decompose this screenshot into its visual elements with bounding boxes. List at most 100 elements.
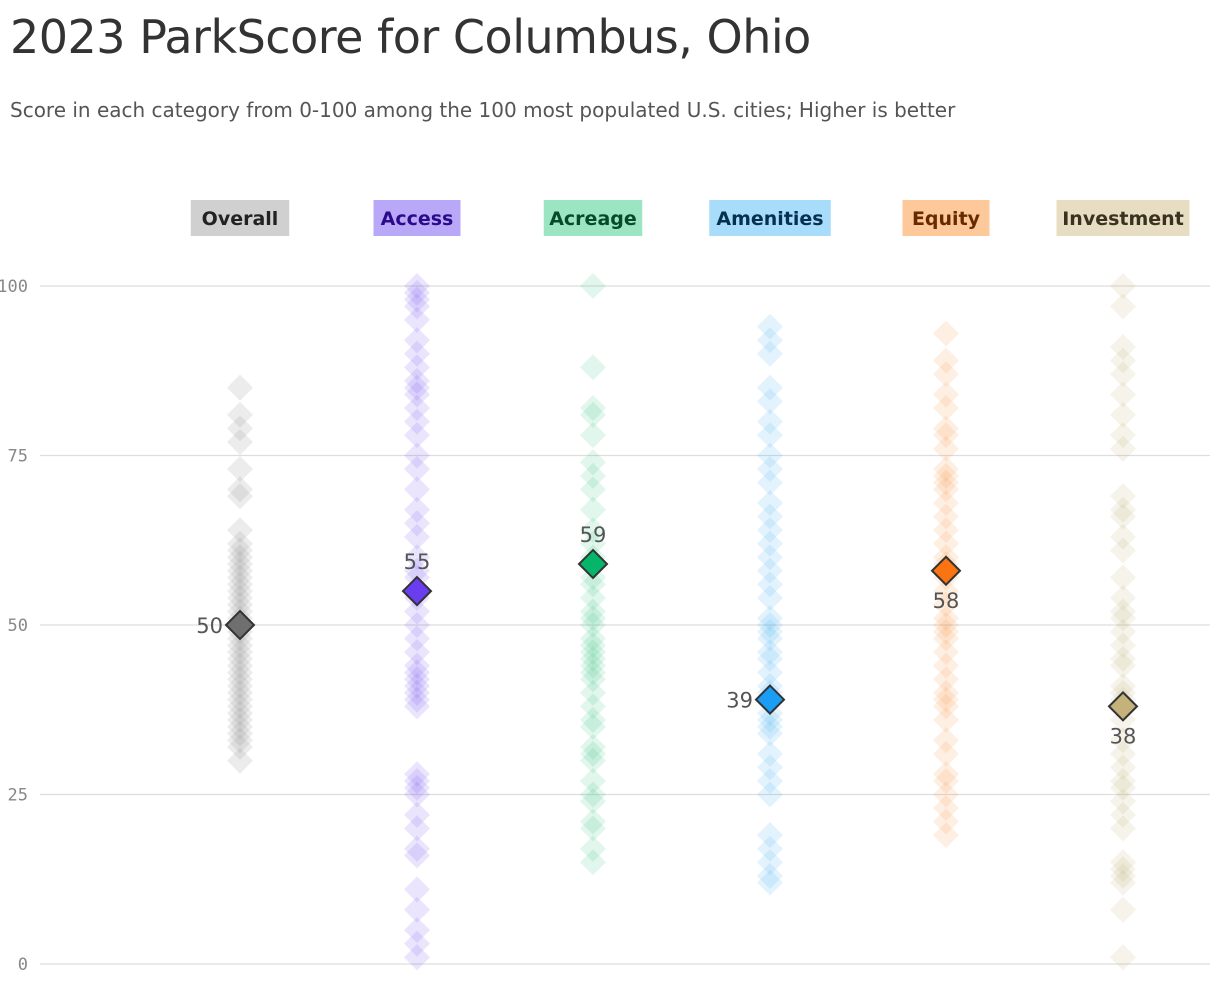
city-point	[757, 557, 783, 584]
city-point	[580, 273, 606, 299]
city-point	[757, 862, 783, 889]
city-point	[227, 476, 253, 503]
category-headers: Overall Access Acreage Amenities Equity Inves…	[190, 200, 1190, 236]
city-point	[404, 286, 430, 313]
city-point	[227, 564, 253, 591]
city-point	[1110, 815, 1136, 842]
city-point	[757, 713, 783, 740]
city-point	[933, 706, 959, 733]
city-point	[1110, 584, 1136, 611]
city-point	[757, 422, 783, 449]
city-point	[580, 835, 606, 862]
city-point	[580, 734, 606, 761]
city-point	[227, 428, 253, 455]
city-point	[933, 666, 959, 693]
city-point	[933, 795, 959, 822]
city-point	[580, 706, 606, 733]
city-point	[580, 781, 606, 808]
category-label: Equity	[912, 208, 981, 230]
city-point	[227, 530, 253, 557]
city-point	[933, 578, 959, 605]
city-point	[227, 645, 253, 672]
city-point	[1110, 896, 1136, 923]
columbus-value-label: 58	[933, 589, 960, 613]
city-point	[1110, 381, 1136, 408]
city-point	[404, 639, 430, 666]
y-axis-ticks: 0 25 50 75 100	[0, 277, 28, 975]
city-point	[404, 781, 430, 808]
city-point	[227, 706, 253, 733]
city-point	[933, 489, 959, 516]
city-point	[227, 415, 253, 442]
city-point	[404, 679, 430, 706]
city-point	[1110, 740, 1136, 767]
city-point	[1110, 652, 1136, 679]
city-point	[1110, 645, 1136, 672]
category-label-bg	[709, 200, 831, 236]
city-point	[933, 462, 959, 489]
city-point	[580, 632, 606, 659]
gridlines	[40, 285, 1210, 965]
category-label-bg	[543, 200, 643, 236]
city-point	[1110, 293, 1136, 320]
city-point	[227, 734, 253, 761]
city-point	[757, 869, 783, 896]
chart-title: 2023 ParkScore for Columbus, Ohio	[10, 10, 811, 64]
city-point	[227, 673, 253, 700]
category-label: Overall	[202, 208, 279, 230]
city-point	[404, 354, 430, 381]
city-point	[757, 639, 783, 666]
city-point	[227, 571, 253, 598]
city-point	[580, 849, 606, 876]
city-point	[580, 354, 606, 381]
city-point	[757, 584, 783, 611]
city-point	[757, 767, 783, 794]
city-point	[1110, 361, 1136, 388]
city-point	[1110, 401, 1136, 428]
city-point	[404, 476, 430, 503]
city-point	[404, 767, 430, 794]
city-point	[404, 944, 430, 971]
y-tick-label: 100	[0, 277, 28, 297]
city-point	[227, 483, 253, 510]
city-point	[404, 367, 430, 394]
city-point	[404, 598, 430, 625]
city-point	[404, 510, 430, 537]
city-point	[580, 571, 606, 598]
city-point	[580, 612, 606, 638]
city-point	[757, 659, 783, 686]
columbus-value-label: 50	[196, 614, 223, 638]
city-point	[1110, 767, 1136, 794]
city-point	[227, 456, 253, 483]
city-point	[933, 612, 959, 638]
city-point	[757, 720, 783, 747]
city-point	[227, 578, 253, 605]
city-point	[933, 822, 959, 849]
city-point	[227, 713, 253, 740]
city-point	[933, 727, 959, 754]
city-point	[1110, 869, 1136, 896]
city-point	[1110, 273, 1136, 299]
city-point	[933, 618, 959, 645]
city-point	[933, 781, 959, 808]
city-point	[933, 347, 959, 374]
city-point	[757, 571, 783, 598]
city-point	[227, 727, 253, 754]
city-point	[580, 767, 606, 794]
city-point	[933, 639, 959, 666]
city-point	[580, 605, 606, 632]
city-point	[933, 361, 959, 388]
city-point	[404, 395, 430, 422]
city-point	[580, 476, 606, 503]
columbus-point	[754, 684, 786, 715]
columbus-value-label: 59	[580, 523, 607, 547]
city-point	[757, 374, 783, 401]
city-point	[933, 625, 959, 652]
city-point	[757, 781, 783, 808]
city-point	[933, 476, 959, 503]
city-point	[227, 639, 253, 666]
city-point	[404, 876, 430, 903]
city-point	[404, 930, 430, 957]
city-point	[227, 652, 253, 679]
